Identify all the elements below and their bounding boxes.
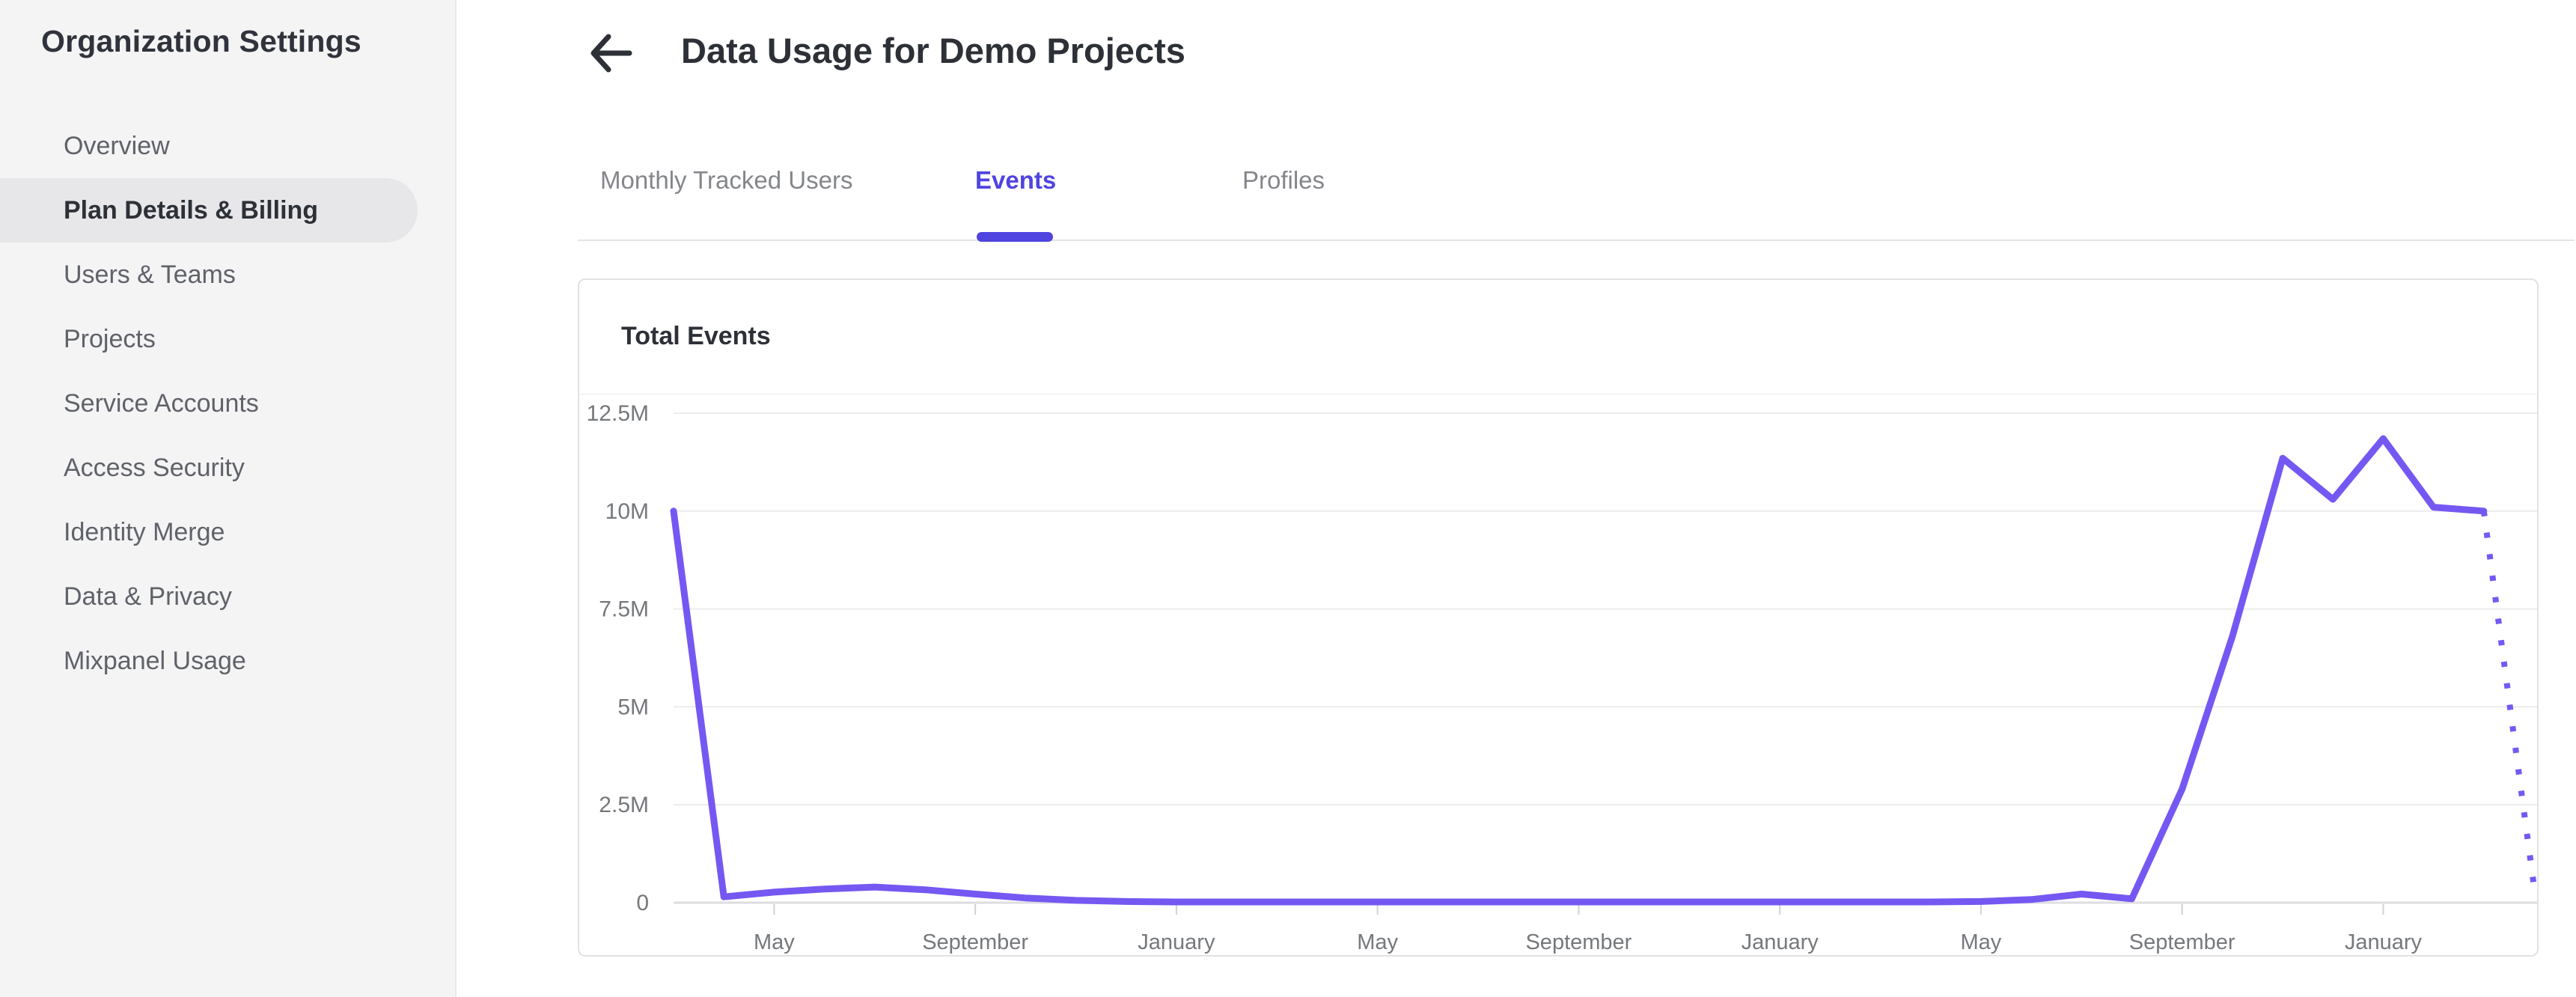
sidebar-item-service-accounts[interactable]: Service Accounts — [64, 388, 259, 418]
svg-text:10M: 10M — [605, 499, 649, 524]
svg-text:January: January — [2345, 930, 2423, 954]
sidebar-item-data-privacy[interactable]: Data & Privacy — [64, 582, 232, 611]
total-events-card: Total Events 12.5M 10M 7.5M 5M 2.5M 0 May Septe… — [578, 278, 2539, 957]
sidebar-item-mixpanel-usage[interactable]: Mixpanel Usage — [64, 646, 246, 675]
sidebar-item-projects[interactable]: Projects — [64, 324, 156, 353]
svg-text:7.5M: 7.5M — [599, 597, 649, 622]
svg-text:0: 0 — [636, 891, 649, 915]
svg-text:January: January — [1138, 930, 1215, 954]
sidebar-item-users-teams[interactable]: Users & Teams — [64, 260, 236, 289]
arrow-left-icon — [587, 32, 634, 76]
tabs-divider — [578, 240, 2575, 241]
tab-profiles[interactable]: Profiles — [1242, 166, 1325, 194]
svg-text:12.5M: 12.5M — [587, 401, 649, 426]
total-events-chart: 12.5M 10M 7.5M 5M 2.5M 0 May September January Ma… — [587, 401, 2537, 954]
svg-text:May: May — [1961, 930, 2002, 954]
sidebar-item-overview[interactable]: Overview — [64, 131, 170, 160]
svg-text:2.5M: 2.5M — [599, 793, 649, 817]
active-tab-indicator — [977, 232, 1053, 242]
svg-text:September: September — [1525, 930, 1632, 954]
sidebar-item-plan-details-billing[interactable]: Plan Details & Billing — [0, 178, 418, 243]
sidebar: Organization Settings Overview Plan Deta… — [0, 0, 457, 997]
page-title: Data Usage for Demo Projects — [681, 31, 1185, 70]
svg-text:September: September — [922, 930, 1028, 954]
sidebar-nav: Overview Plan Details & Billing Users & … — [0, 114, 455, 693]
svg-text:May: May — [754, 930, 795, 954]
tab-events[interactable]: Events — [975, 166, 1057, 194]
sidebar-title: Organization Settings — [41, 24, 361, 58]
chart-title: Total Events — [621, 322, 771, 350]
svg-text:May: May — [1357, 930, 1398, 954]
svg-text:September: September — [2129, 930, 2235, 954]
svg-text:January: January — [1742, 930, 1819, 954]
tab-monthly-tracked-users[interactable]: Monthly Tracked Users — [600, 166, 853, 194]
back-button[interactable] — [585, 30, 636, 78]
sidebar-item-identity-merge[interactable]: Identity Merge — [64, 517, 225, 546]
svg-text:5M: 5M — [617, 695, 649, 719]
sidebar-item-access-security[interactable]: Access Security — [64, 453, 245, 482]
